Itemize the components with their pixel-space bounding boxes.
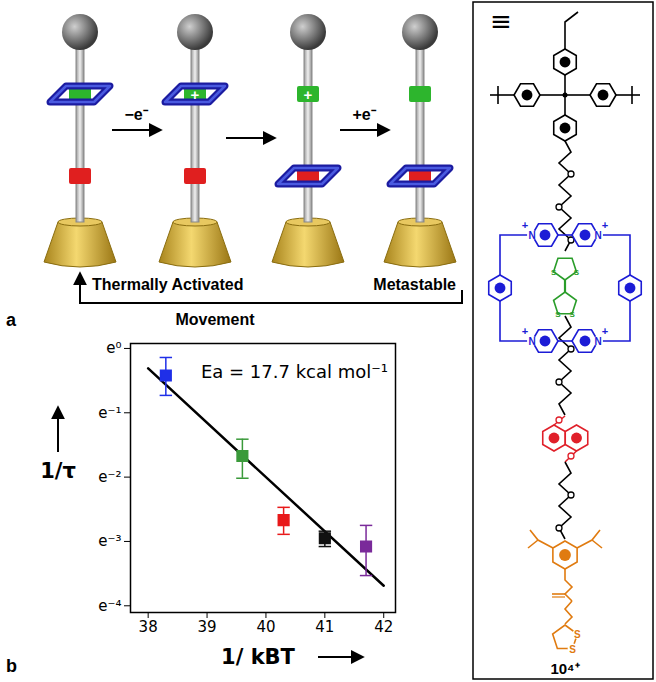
svg-text:40: 40 <box>256 618 275 636</box>
svg-text:1/τ: 1/τ <box>40 459 76 483</box>
svg-text:S: S <box>555 310 561 319</box>
svg-text:41: 41 <box>315 618 334 636</box>
svg-text:e⁻⁴: e⁻⁴ <box>98 597 121 615</box>
svg-text:S: S <box>569 310 575 319</box>
svg-text:10⁴⁺: 10⁴⁺ <box>550 660 579 677</box>
svg-text:S: S <box>569 644 576 655</box>
svg-text:S: S <box>551 268 557 277</box>
svg-text:N: N <box>528 230 535 241</box>
svg-text:+: + <box>522 325 528 337</box>
svg-text:Metastable: Metastable <box>373 276 456 293</box>
svg-text:−e⁻: −e⁻ <box>124 106 148 123</box>
svg-text:e⁻³: e⁻³ <box>98 532 121 550</box>
svg-text:+: + <box>602 219 608 231</box>
svg-text:S: S <box>574 268 580 277</box>
svg-text:+: + <box>191 86 200 103</box>
svg-text:N: N <box>594 336 601 347</box>
svg-text:42: 42 <box>374 618 393 636</box>
svg-text:b: b <box>6 656 17 676</box>
svg-text:Ea = 17.7 kcal mol⁻¹: Ea = 17.7 kcal mol⁻¹ <box>201 361 388 382</box>
svg-text:39: 39 <box>198 618 217 636</box>
svg-text:≡: ≡ <box>490 6 512 36</box>
svg-text:a: a <box>6 310 17 330</box>
svg-text:Movement: Movement <box>175 311 255 328</box>
svg-text:Thermally Activated: Thermally Activated <box>92 276 243 293</box>
svg-text:+: + <box>522 219 528 231</box>
svg-text:e⁻²: e⁻² <box>98 468 121 486</box>
svg-text:1/ kBT: 1/ kBT <box>221 645 296 669</box>
svg-text:S: S <box>574 629 581 640</box>
svg-text:N: N <box>594 230 601 241</box>
svg-text:38: 38 <box>139 618 158 636</box>
svg-text:N: N <box>528 336 535 347</box>
svg-text:+: + <box>304 86 313 103</box>
svg-text:e⁰: e⁰ <box>106 339 121 357</box>
svg-text:+: + <box>602 325 608 337</box>
svg-text:+e⁻: +e⁻ <box>352 106 376 123</box>
svg-text:e⁻¹: e⁻¹ <box>98 404 121 422</box>
